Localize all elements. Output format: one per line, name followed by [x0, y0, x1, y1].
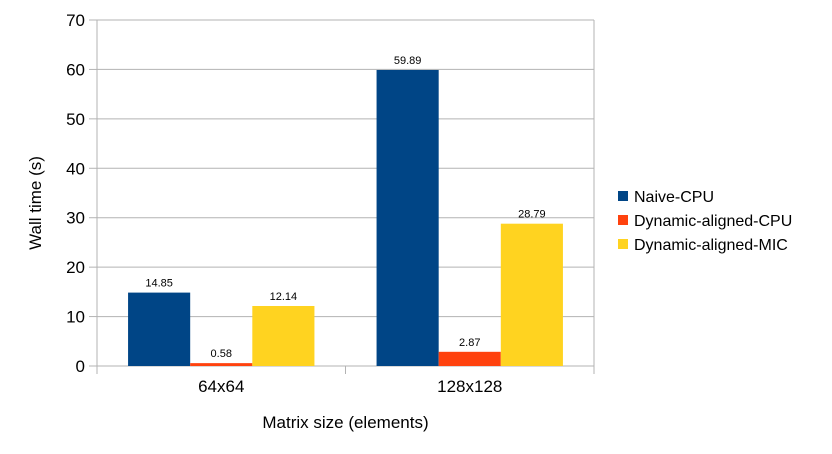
data-labels: 14.85 59.89 0.58 2.87 12.14 28.79	[145, 55, 545, 360]
x-tick-label: 128x128	[437, 377, 502, 396]
y-tick-label: 60	[66, 60, 85, 79]
bar	[438, 351, 501, 366]
bar	[376, 69, 439, 366]
legend-swatch	[618, 239, 628, 249]
bar	[128, 292, 191, 366]
y-axis-title: Wall time (s)	[26, 156, 45, 250]
bar	[190, 363, 253, 366]
y-tick-label: 40	[66, 159, 85, 178]
x-tick-label: 64x64	[198, 377, 244, 396]
y-tick-label: 70	[66, 11, 85, 30]
bar-value-label: 28.79	[518, 209, 546, 221]
bar-value-label: 0.58	[211, 348, 232, 360]
x-axis-title: Matrix size (elements)	[262, 413, 428, 432]
bar-value-label: 59.89	[394, 55, 422, 67]
bar	[500, 223, 563, 366]
bar	[252, 305, 315, 366]
legend-label: Naive-CPU	[634, 189, 714, 206]
y-tick-label: 30	[66, 209, 85, 228]
bar-value-label: 2.87	[459, 337, 480, 349]
y-tick-label: 50	[66, 110, 85, 129]
legend-swatch	[618, 191, 628, 201]
bars	[128, 69, 563, 366]
legend: Naive-CPU Dynamic-aligned-CPU Dynamic-alig…	[618, 189, 792, 254]
legend-label: Dynamic-aligned-CPU	[634, 213, 792, 230]
y-tick-label: 10	[66, 308, 85, 327]
legend-swatch	[618, 215, 628, 225]
y-tick-label: 0	[76, 357, 85, 376]
y-tick-label: 20	[66, 258, 85, 277]
bar-value-label: 12.14	[270, 291, 298, 303]
bar-value-label: 14.85	[145, 278, 173, 290]
legend-label: Dynamic-aligned-MIC	[634, 237, 788, 254]
